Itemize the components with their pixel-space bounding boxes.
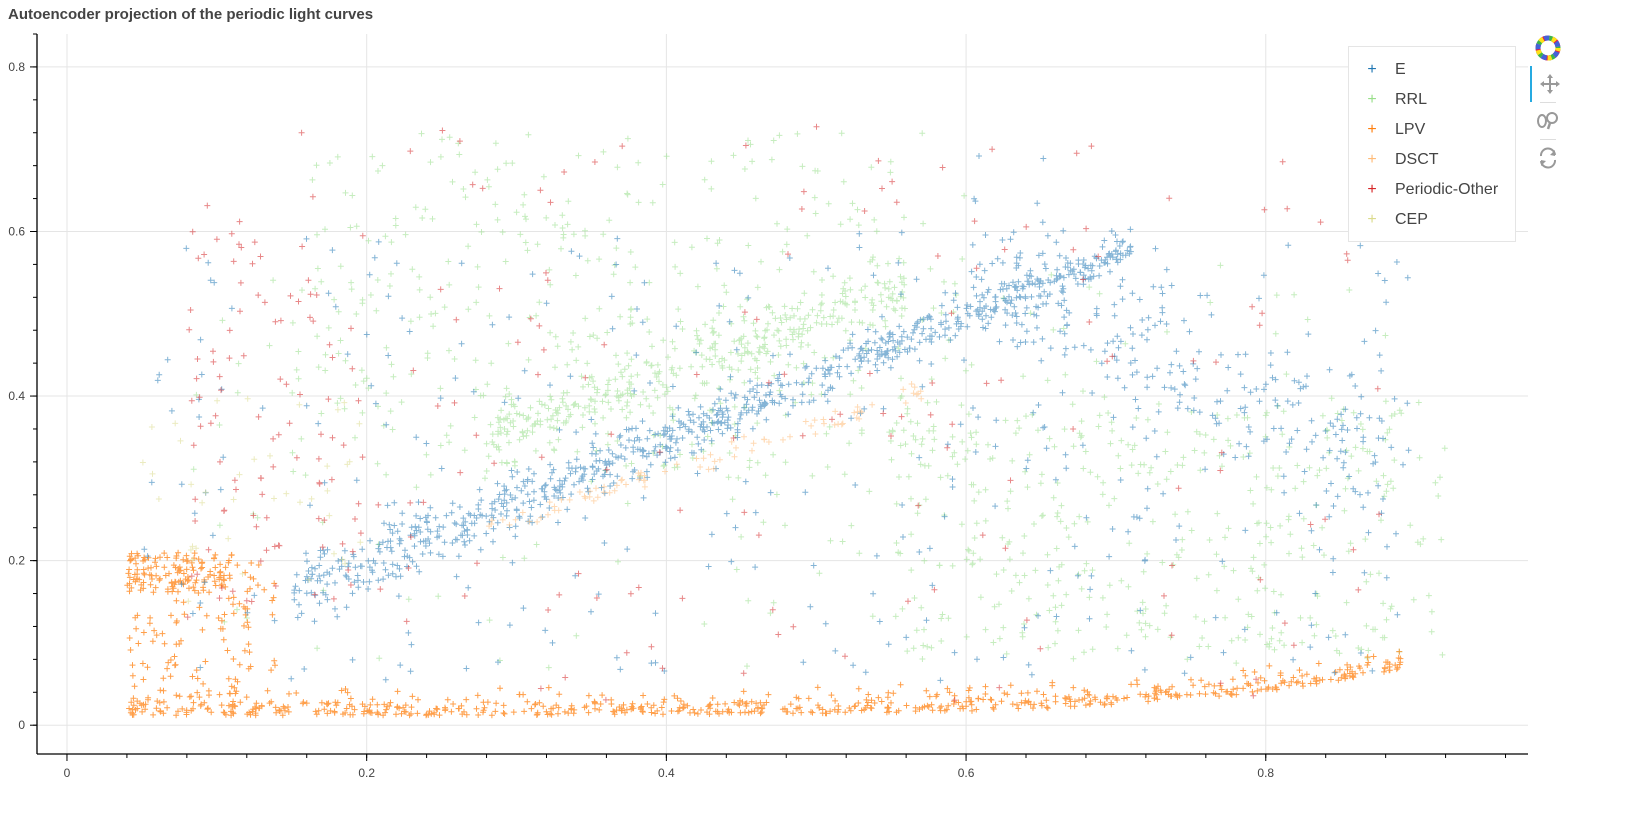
series-dsct: [486, 381, 925, 530]
wheel-zoom-icon[interactable]: [1530, 103, 1566, 139]
pan-icon[interactable]: [1530, 66, 1568, 102]
legend-label: CEP: [1395, 211, 1428, 228]
legend-item-rrl[interactable]: + RRL: [1349, 85, 1515, 115]
legend: + E + RRL + LPV + DSCT + Periodic-Other + CEP: [1348, 46, 1516, 242]
legend-label: DSCT: [1395, 151, 1439, 168]
x-tick-label: 0.8: [1257, 766, 1274, 780]
scatter-point: [139, 395, 364, 605]
reset-icon[interactable]: [1530, 140, 1566, 176]
y-tick-label: 0: [18, 718, 25, 732]
legend-marker-icon: +: [1367, 151, 1377, 168]
y-tick-label: 0.4: [8, 389, 25, 403]
legend-marker-icon: +: [1367, 91, 1377, 108]
legend-marker-icon: +: [1367, 181, 1377, 198]
y-tick-label: 0.6: [8, 224, 25, 238]
series-lpv: [124, 549, 1404, 719]
plot-toolbar: [1530, 30, 1566, 176]
series-rrl: [190, 130, 1448, 671]
scatter-point: [124, 549, 1404, 719]
legend-item-dsct[interactable]: + DSCT: [1349, 145, 1515, 175]
toolbar-separator: [1540, 102, 1556, 103]
series-cep: [139, 395, 364, 605]
x-tick-label: 0.4: [658, 766, 675, 780]
series-e: [141, 153, 1412, 684]
bokeh-logo-icon[interactable]: [1530, 30, 1566, 66]
legend-marker-icon: +: [1367, 121, 1377, 138]
legend-item-periodic-other[interactable]: + Periodic-Other: [1349, 175, 1515, 205]
x-tick-label: 0.6: [958, 766, 975, 780]
scatter-points: [124, 123, 1448, 719]
x-tick-label: 0.2: [358, 766, 375, 780]
y-tick-label: 0.8: [8, 60, 25, 74]
series-periodic-other: [184, 123, 1382, 704]
scatter-point: [190, 130, 1448, 671]
toolbar-separator: [1540, 139, 1556, 140]
legend-marker-icon: +: [1367, 61, 1377, 78]
legend-label: Periodic-Other: [1395, 181, 1499, 198]
y-tick-label: 0.2: [8, 554, 25, 568]
scatter-point: [486, 381, 925, 530]
legend-label: E: [1395, 61, 1406, 78]
legend-item-lpv[interactable]: + LPV: [1349, 115, 1515, 145]
x-tick-label: 0: [64, 766, 71, 780]
legend-item-e[interactable]: + E: [1349, 55, 1515, 85]
scatter-point: [141, 153, 1412, 684]
legend-marker-icon: +: [1367, 211, 1377, 228]
legend-label: LPV: [1395, 121, 1426, 138]
scatter-point: [184, 123, 1382, 704]
chart-title: Autoencoder projection of the periodic l…: [8, 6, 374, 23]
legend-item-cep[interactable]: + CEP: [1349, 205, 1515, 235]
legend-label: RRL: [1395, 91, 1428, 108]
grid-lines: [37, 34, 1528, 754]
axes: 0 0.2 0.4 0.6 0.8 0 0.2 0.4 0.6 0.8: [8, 33, 1528, 780]
